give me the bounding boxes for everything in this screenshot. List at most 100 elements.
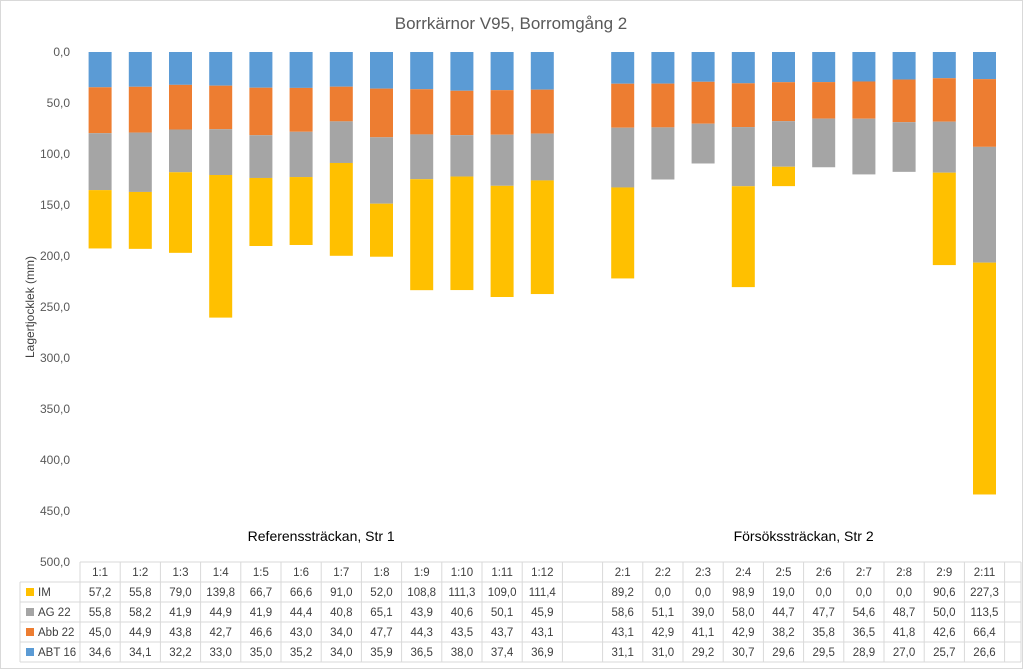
bar-segment xyxy=(329,86,353,122)
bar-segment xyxy=(812,52,836,83)
bar-segment xyxy=(932,52,956,79)
category-label: 1:6 xyxy=(293,567,309,579)
bar-segment xyxy=(289,87,313,132)
table-value: 44,3 xyxy=(411,627,433,639)
bar-segment xyxy=(128,86,152,133)
table-value: 44,4 xyxy=(290,607,313,619)
legend-key xyxy=(26,648,34,656)
table-value: 47,7 xyxy=(813,607,835,619)
table-value: 0,0 xyxy=(695,587,711,599)
bar-segment xyxy=(892,122,916,172)
bar-segment xyxy=(490,90,514,135)
table-value: 19,0 xyxy=(772,587,794,599)
table-value: 79,0 xyxy=(169,587,191,599)
bar-segment xyxy=(490,52,514,91)
table-value: 48,7 xyxy=(893,607,915,619)
bar-segment xyxy=(450,135,474,177)
bar-segment xyxy=(892,79,916,123)
table-value: 35,0 xyxy=(250,647,272,659)
table-value: 45,0 xyxy=(89,627,111,639)
table-value: 40,8 xyxy=(330,607,352,619)
bar-segment xyxy=(88,87,112,134)
table-value: 43,8 xyxy=(169,627,191,639)
legend-key xyxy=(26,588,34,596)
table-value: 44,7 xyxy=(772,607,794,619)
bar-segment xyxy=(88,133,112,191)
table-value: 30,7 xyxy=(732,647,754,659)
y-tick-label: 250,0 xyxy=(40,300,70,314)
table-value: 66,4 xyxy=(973,627,996,639)
table-value: 111,4 xyxy=(529,587,557,599)
bar-segment xyxy=(88,190,112,249)
category-label: 2:4 xyxy=(735,567,752,579)
table-value: 38,2 xyxy=(772,627,794,639)
table-value: 37,4 xyxy=(491,647,514,659)
table-value: 47,7 xyxy=(370,627,392,639)
bar-segment xyxy=(329,121,353,163)
table-value: 42,9 xyxy=(732,627,754,639)
legend-label: AG 22 xyxy=(38,607,71,619)
bar-segment xyxy=(410,52,434,90)
bar-segment xyxy=(530,133,554,181)
table-value: 0,0 xyxy=(896,587,912,599)
table-value: 50,0 xyxy=(933,607,955,619)
table-value: 111,3 xyxy=(448,587,475,599)
bar-segment xyxy=(932,121,956,173)
bar-segment xyxy=(450,90,474,136)
table-value: 58,0 xyxy=(732,607,754,619)
table-value: 43,9 xyxy=(411,607,433,619)
table-value: 34,0 xyxy=(330,627,352,639)
category-label: 1:3 xyxy=(173,567,189,579)
table-value: 31,0 xyxy=(652,647,674,659)
category-label: 1:7 xyxy=(333,567,349,579)
table-value: 42,6 xyxy=(933,627,955,639)
table-value: 41,1 xyxy=(692,627,714,639)
table-value: 31,1 xyxy=(612,647,634,659)
group-label: Försökssträckan, Str 2 xyxy=(734,528,874,544)
table-value: 91,0 xyxy=(330,587,352,599)
bar-segment xyxy=(611,52,635,84)
category-label: 2:8 xyxy=(896,567,912,579)
table-value: 227,3 xyxy=(970,587,999,599)
y-tick-label: 400,0 xyxy=(40,453,70,467)
bar-segment xyxy=(973,52,996,80)
y-axis-label: Lagertjocklek (mm) xyxy=(23,256,37,358)
table-value: 113,5 xyxy=(971,607,999,619)
bar-segment xyxy=(973,79,996,147)
table-value: 55,8 xyxy=(129,587,151,599)
table-value: 34,6 xyxy=(89,647,111,659)
table-value: 139,8 xyxy=(206,587,235,599)
bar-segment xyxy=(490,134,514,186)
table-value: 51,1 xyxy=(652,607,674,619)
category-label: 1:5 xyxy=(253,567,269,579)
category-label: 1:2 xyxy=(132,567,148,579)
table-value: 52,0 xyxy=(370,587,392,599)
category-label: 2:6 xyxy=(816,567,832,579)
bar-segment xyxy=(651,83,675,128)
bar-segment xyxy=(651,52,675,84)
bar-segment xyxy=(812,118,836,168)
bar-segment xyxy=(490,185,514,298)
bar-segment xyxy=(128,191,152,249)
bar-segment xyxy=(128,132,152,192)
bar-segment xyxy=(88,52,112,88)
table-value: 32,2 xyxy=(169,647,191,659)
bar-segment xyxy=(731,186,755,288)
legend-key xyxy=(26,608,34,616)
bar-segment xyxy=(169,129,192,173)
category-label: 2:2 xyxy=(655,567,671,579)
category-label: 1:8 xyxy=(374,567,390,579)
category-label: 2:9 xyxy=(936,567,952,579)
bar-segment xyxy=(772,52,795,83)
table-value: 35,2 xyxy=(290,647,312,659)
table-value: 57,2 xyxy=(89,587,111,599)
table-value: 33,0 xyxy=(210,647,232,659)
bar-segment xyxy=(731,127,755,187)
y-tick-label: 500,0 xyxy=(40,555,70,569)
legend-key xyxy=(26,628,34,636)
table-value: 36,5 xyxy=(411,647,433,659)
table-value: 25,7 xyxy=(933,647,955,659)
bar-segment xyxy=(169,84,192,130)
category-label: 2:5 xyxy=(776,567,792,579)
bar-segment xyxy=(128,52,152,87)
